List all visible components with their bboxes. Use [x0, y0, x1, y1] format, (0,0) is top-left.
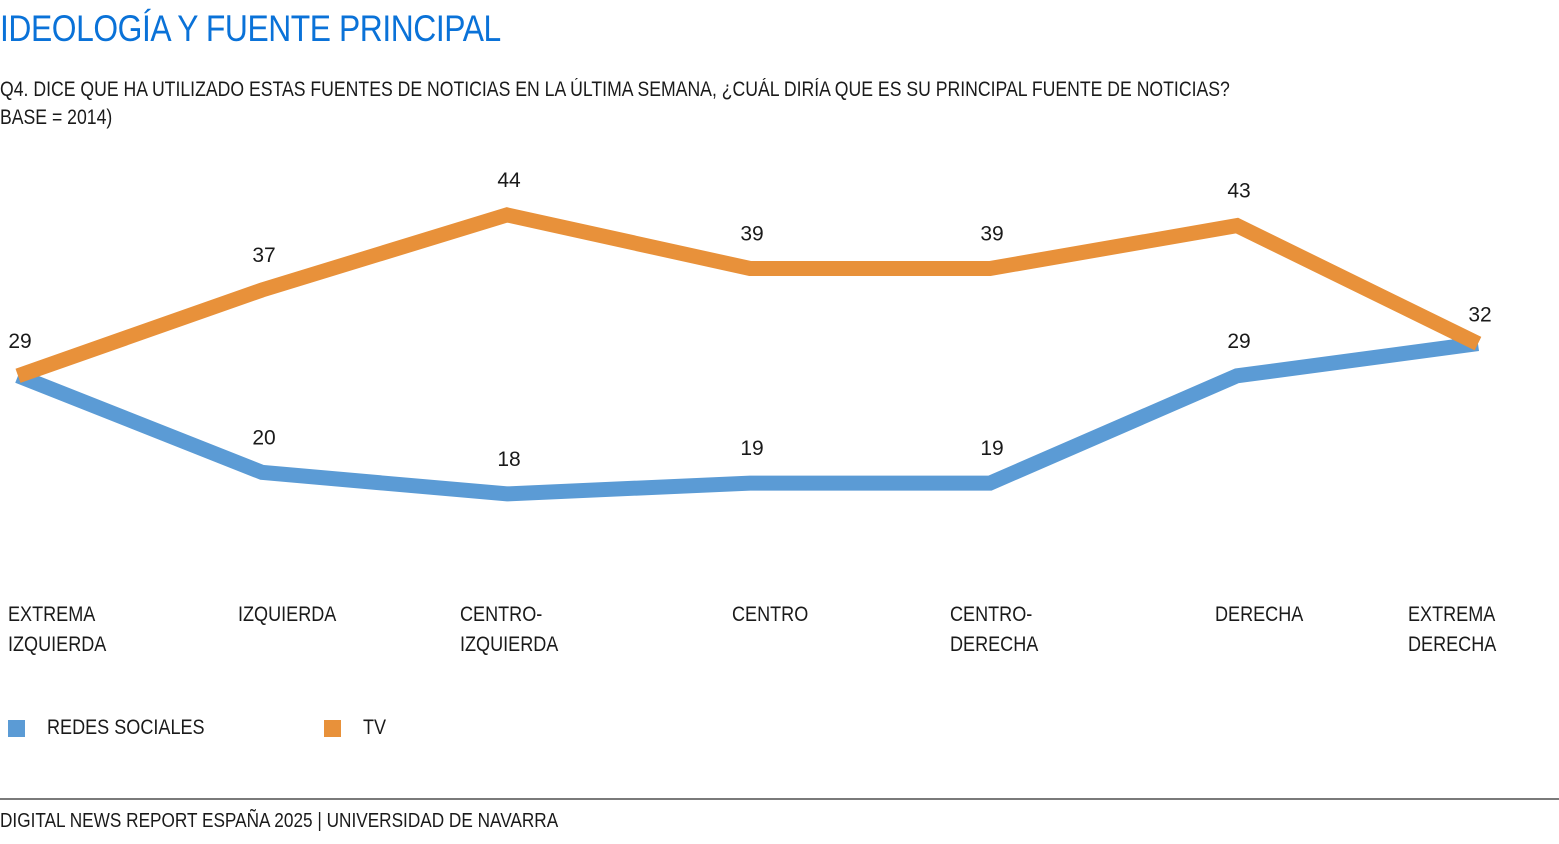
chart-subtitle: Q4. DICE QUE HA UTILIZADO ESTAS FUENTES … [0, 76, 1230, 132]
legend-label-tv: TV [363, 716, 387, 739]
line-chart: 20 18 19 19 29 29 37 44 39 39 43 32 [8, 169, 1492, 502]
series-line-tv [15, 207, 1482, 383]
data-label-tv: 39 [740, 223, 763, 246]
footer-divider [0, 798, 1559, 800]
data-label-redes-sociales: 18 [497, 448, 520, 471]
chart-title: IDEOLOGÍA Y FUENTE PRINCIPAL [0, 8, 501, 49]
x-tick-label-line: IZQUIERDA [460, 633, 559, 656]
x-tick-label-line: DERECHA [950, 633, 1039, 656]
data-label-tv: 37 [252, 244, 275, 267]
x-tick-label: CENTRO- IZQUIERDA [460, 600, 558, 660]
x-tick-label-line: IZQUIERDA [238, 603, 337, 626]
legend-item-redes-sociales: REDES SOCIALES [8, 716, 230, 740]
x-tick-label: EXTREMA IZQUIERDA [8, 600, 106, 660]
legend-item-tv: TV [324, 716, 390, 740]
x-tick-label: CENTRO- DERECHA [950, 600, 1038, 660]
series-line-redes-sociales [15, 336, 1479, 502]
data-label-tv: 32 [1468, 304, 1491, 327]
data-label-redes-sociales: 19 [980, 437, 1003, 460]
question-text: Q4. DICE QUE HA UTILIZADO ESTAS FUENTES … [0, 78, 1230, 101]
data-label-redes-sociales: 19 [740, 437, 763, 460]
x-tick-label-line: CENTRO [732, 603, 809, 626]
x-tick-label: CENTRO [732, 600, 808, 630]
x-tick-label-line: DERECHA [1408, 633, 1497, 656]
x-tick-label-line: CENTRO- [460, 603, 543, 626]
x-tick-label: EXTREMA DERECHA [1408, 600, 1496, 660]
x-tick-label-line: EXTREMA [8, 603, 96, 626]
x-tick-label: DERECHA [1215, 600, 1303, 630]
data-label-redes-sociales: 29 [1227, 330, 1250, 353]
base-text: BASE = 2014) [0, 106, 113, 129]
legend-swatch-redes-sociales [8, 719, 25, 737]
x-tick-label-line: DERECHA [1215, 603, 1304, 626]
x-tick-label: IZQUIERDA [238, 600, 336, 630]
x-tick-label-line: EXTREMA [1408, 603, 1496, 626]
data-label-tv: 29 [8, 330, 31, 353]
data-label-tv: 44 [497, 169, 521, 192]
x-tick-label-line: CENTRO- [950, 603, 1033, 626]
footer-source: DIGITAL NEWS REPORT ESPAÑA 2025 | UNIVER… [0, 810, 559, 832]
data-label-redes-sociales: 20 [252, 426, 275, 449]
data-label-tv: 39 [980, 223, 1003, 246]
data-label-tv: 43 [1227, 180, 1250, 203]
legend-label-redes-sociales: REDES SOCIALES [47, 716, 205, 739]
legend-swatch-tv [324, 719, 341, 737]
x-tick-label-line: IZQUIERDA [8, 633, 107, 656]
